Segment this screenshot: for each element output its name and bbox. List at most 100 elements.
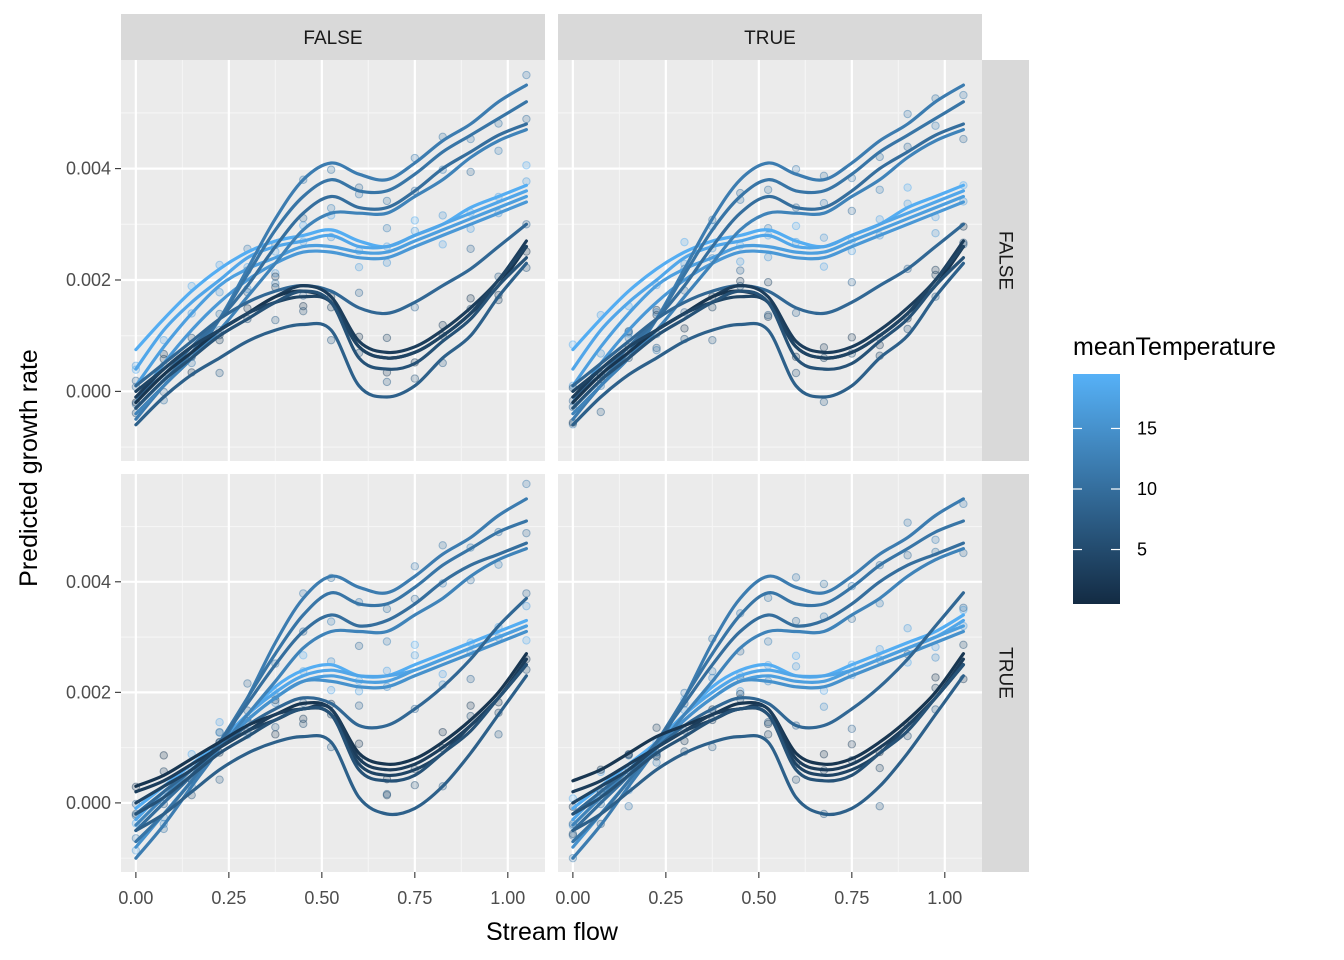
- series-line: [571, 261, 965, 427]
- data-point: [354, 739, 364, 748]
- data-point: [847, 724, 857, 734]
- data-point: [215, 288, 224, 297]
- data-point: [819, 702, 829, 711]
- series-line: [134, 497, 528, 860]
- x-tick-label: 0.25: [211, 888, 246, 908]
- data-point: [522, 70, 531, 80]
- series-line: [134, 122, 528, 399]
- data-point: [819, 750, 829, 759]
- series-line: [134, 222, 528, 388]
- data-point: [354, 288, 364, 298]
- data-point: [382, 604, 392, 614]
- data-point: [791, 573, 801, 582]
- data-point: [791, 616, 801, 626]
- data-point: [959, 640, 968, 650]
- series-line: [134, 200, 528, 405]
- data-point: [271, 722, 280, 732]
- data-point: [736, 687, 745, 696]
- data-point: [438, 211, 447, 220]
- data-point: [959, 90, 968, 100]
- data-point: [215, 717, 224, 727]
- series-line: [134, 663, 528, 816]
- data-point: [819, 233, 829, 242]
- data-point: [438, 541, 447, 550]
- data-point: [522, 601, 531, 611]
- panel-false-true: [121, 474, 545, 872]
- data-point: [326, 165, 336, 174]
- data-point: [438, 669, 447, 679]
- data-point: [299, 651, 308, 660]
- data-point: [522, 636, 531, 645]
- data-point: [382, 790, 392, 800]
- panel-background: [558, 474, 982, 872]
- data-point: [791, 775, 801, 784]
- data-point: [382, 196, 392, 206]
- data-point: [791, 221, 801, 231]
- series-line: [571, 222, 965, 388]
- data-point: [903, 551, 912, 560]
- series-line: [134, 183, 528, 352]
- data-point: [299, 301, 308, 311]
- panel-background: [121, 60, 545, 461]
- data-point: [652, 343, 661, 353]
- data-point: [522, 114, 531, 124]
- data-point: [522, 161, 531, 170]
- panel-true-true: [558, 474, 982, 872]
- data-point: [903, 109, 912, 119]
- data-point: [410, 216, 420, 225]
- data-point: [382, 223, 392, 233]
- x-tick-label: 0.00: [555, 888, 590, 908]
- data-point: [215, 368, 224, 378]
- series-line: [134, 194, 528, 388]
- data-point: [354, 262, 364, 272]
- panels-layer: [121, 60, 982, 872]
- data-point: [271, 730, 280, 739]
- series-line: [134, 541, 528, 833]
- y-tick-label: 0.002: [66, 270, 111, 290]
- data-point: [736, 266, 745, 275]
- data-point: [736, 257, 745, 266]
- data-point: [624, 802, 633, 811]
- series-line: [571, 663, 965, 816]
- data-point: [466, 244, 475, 254]
- data-point: [763, 252, 773, 262]
- x-tick-label: 0.50: [304, 888, 339, 908]
- x-tick-label: 0.00: [118, 888, 153, 908]
- data-point: [763, 730, 773, 739]
- data-point: [875, 802, 884, 811]
- y-tick-label: 0.004: [66, 159, 111, 179]
- data-point: [847, 333, 857, 342]
- data-point: [326, 203, 336, 213]
- row-strip-label: TRUE: [995, 647, 1016, 699]
- y-tick-label: 0.004: [66, 572, 111, 592]
- series-line: [134, 261, 528, 427]
- data-point: [494, 146, 503, 155]
- data-point: [382, 789, 392, 799]
- data-point: [763, 637, 773, 646]
- data-point: [763, 185, 773, 194]
- panel-true-false: [558, 60, 982, 461]
- data-point: [354, 701, 364, 710]
- series-line: [134, 189, 528, 371]
- data-point: [680, 324, 689, 333]
- series-line: [571, 183, 965, 352]
- data-point: [159, 751, 168, 760]
- data-point: [903, 624, 912, 633]
- data-point: [931, 653, 940, 662]
- x-tick-label: 0.50: [741, 888, 776, 908]
- data-point: [847, 206, 857, 216]
- strips-layer: FALSE TRUE FALSE TRUE: [121, 14, 1029, 872]
- data-point: [382, 377, 392, 387]
- data-point: [931, 265, 940, 275]
- x-tick-label: 0.75: [397, 888, 432, 908]
- legend-tick-label: 15: [1137, 418, 1157, 438]
- data-point: [596, 407, 605, 417]
- x-tick-label: 1.00: [927, 888, 962, 908]
- data-point: [299, 719, 308, 729]
- data-point: [382, 666, 392, 675]
- data-point: [791, 662, 801, 671]
- data-point: [959, 134, 968, 144]
- data-point: [299, 306, 308, 316]
- y-tick-label: 0.000: [66, 793, 111, 813]
- data-point: [382, 333, 392, 343]
